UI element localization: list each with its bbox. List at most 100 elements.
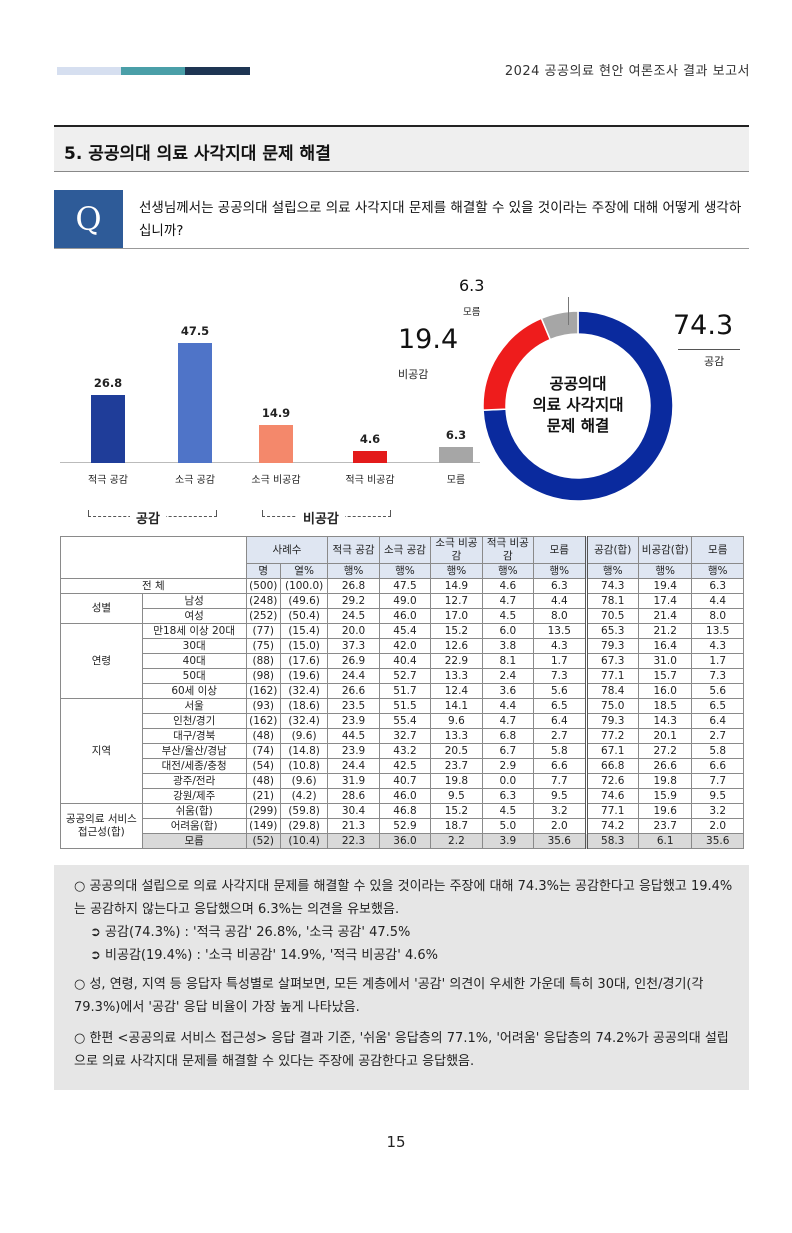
cell-value: 14.3 (637, 713, 693, 729)
row-label: 부산/울산/경남 (141, 743, 247, 759)
header-col: 적극 공감 (327, 536, 380, 564)
summary-box: ○ 공공의대 설립으로 의료 사각지대 문제를 해결할 수 있을 것이라는 주장… (54, 865, 749, 1090)
group-label: 지역 (60, 698, 143, 804)
header-col: 모름 (691, 536, 744, 564)
cell-value: 5.8 (691, 743, 744, 759)
cell-n: (98) (245, 668, 281, 684)
cell-pct: (15.0) (279, 638, 329, 654)
cell-value: 20.1 (637, 728, 693, 744)
row-label: 어려움(합) (141, 818, 247, 834)
subheader-row-pct: 행% (378, 563, 432, 579)
cell-n: (88) (245, 653, 281, 669)
bar-category-label: 적극 공감 (88, 475, 128, 486)
table-row: 성별 남성 (248) (49.6) 29.2 49.0 12.7 4.7 4.4 78.1 17.… (60, 593, 744, 624)
cell-n: (75) (245, 638, 281, 654)
cell-value: 77.2 (584, 728, 639, 744)
donut-label-disagree: 비공감 (398, 368, 429, 381)
cell-value: 77.1 (584, 803, 639, 819)
donut-leader-unknown (568, 297, 569, 325)
cell-value: 2.7 (691, 728, 744, 744)
cell-value: 1.7 (533, 653, 587, 669)
cell-value: 26.9 (327, 653, 380, 669)
cell-value: 4.4 (691, 593, 744, 609)
summary-bullet-1: ➲ 공감(74.3%) : '적극 공감' 26.8%, '소극 공감' 47.… (90, 925, 411, 940)
cell-pct: (100.0) (279, 578, 329, 594)
cell-n: (162) (245, 713, 281, 729)
group-label: 공공의료 서비스 접근성(합) (60, 803, 143, 849)
cell-value: 79.3 (584, 713, 639, 729)
cell-value: 8.1 (481, 653, 535, 669)
bar (353, 451, 387, 463)
cell-value: 77.1 (584, 668, 639, 684)
header-col: 비공감(합) (637, 536, 693, 564)
subheader-row-pct: 행% (584, 563, 639, 579)
cell-value: 24.5 (327, 608, 380, 624)
cell-value: 74.3 (584, 578, 639, 594)
cell-value: 7.7 (691, 773, 744, 789)
cell-value: 3.2 (533, 803, 587, 819)
cell-value: 13.3 (430, 668, 483, 684)
cell-value: 19.6 (637, 803, 693, 819)
cell-value: 4.7 (481, 713, 535, 729)
report-title: 2024 공공의료 현안 여론조사 결과 보고서 (504, 64, 750, 79)
cell-value: 6.5 (691, 698, 744, 714)
header-col: 모름 (533, 536, 587, 564)
cell-value: 46.0 (378, 788, 432, 804)
cell-pct: (10.8) (279, 758, 329, 774)
cell-n: (54) (245, 758, 281, 774)
cell-value: 19.8 (637, 773, 693, 789)
cell-value: 72.6 (584, 773, 639, 789)
cell-n: (48) (245, 728, 281, 744)
header-col: 소극 공감 (378, 536, 432, 564)
cell-value: 6.7 (481, 743, 535, 759)
donut-leader-agree (678, 349, 740, 350)
cell-value: 4.7 (481, 593, 535, 609)
cell-value: 8.0 (533, 608, 587, 624)
cell-n: (93) (245, 698, 281, 714)
cell-value: 40.4 (378, 653, 432, 669)
cell-value: 23.7 (637, 818, 693, 834)
cell-pct: (32.4) (279, 683, 329, 699)
cell-value: 52.7 (378, 668, 432, 684)
cell-value: 0.0 (481, 773, 535, 789)
cell-value: 66.8 (584, 758, 639, 774)
cell-value: 35.6 (691, 833, 744, 849)
cell-value: 20.5 (430, 743, 483, 759)
table-row: 연령 만18세 이상 20대 (77) (15.4) 20.0 45.4 15.2 6.0 13… (60, 623, 744, 699)
donut-center-line-3: 문제 해결 (546, 417, 610, 435)
header-bar-navy (185, 67, 250, 75)
cell-value: 2.7 (533, 728, 587, 744)
cell-n: (52) (245, 833, 281, 849)
cell-value: 32.7 (378, 728, 432, 744)
header-col: 소극 비공감 (430, 536, 483, 564)
cell-value: 6.3 (691, 578, 744, 594)
cell-value: 2.9 (481, 758, 535, 774)
donut-label-agree: 공감 (704, 355, 725, 368)
cell-value: 4.5 (481, 608, 535, 624)
cell-value: 45.4 (378, 623, 432, 639)
cell-value: 4.3 (691, 638, 744, 654)
cell-value: 58.3 (584, 833, 639, 849)
cell-n: (252) (245, 608, 281, 624)
cell-value: 5.8 (533, 743, 587, 759)
cell-value: 70.5 (584, 608, 639, 624)
cell-value: 14.9 (430, 578, 483, 594)
cell-value: 2.2 (430, 833, 483, 849)
bar-value-label: 26.8 (93, 376, 123, 391)
subheader-pct: 열% (279, 563, 329, 579)
group-label: 성별 (60, 593, 143, 624)
header-col: 적극 비공감 (481, 536, 535, 564)
cell-value: 2.0 (691, 818, 744, 834)
cell-value: 42.0 (378, 638, 432, 654)
table-row: 지역 서울 (93) (18.6) 23.5 51.5 14.1 4.4 6.5 75.0 18.5… (60, 698, 744, 804)
cell-value: 30.4 (327, 803, 380, 819)
cell-value: 36.0 (378, 833, 432, 849)
cell-value: 22.3 (327, 833, 380, 849)
donut-center-text: 공공의대 의료 사각지대 문제 해결 (520, 374, 636, 437)
cell-value: 31.0 (637, 653, 693, 669)
bar-category-label: 소극 공감 (175, 475, 215, 486)
cell-value: 35.6 (533, 833, 587, 849)
cell-pct: (9.6) (279, 728, 329, 744)
cell-value: 26.8 (327, 578, 380, 594)
row-label: 40대 (141, 653, 247, 669)
